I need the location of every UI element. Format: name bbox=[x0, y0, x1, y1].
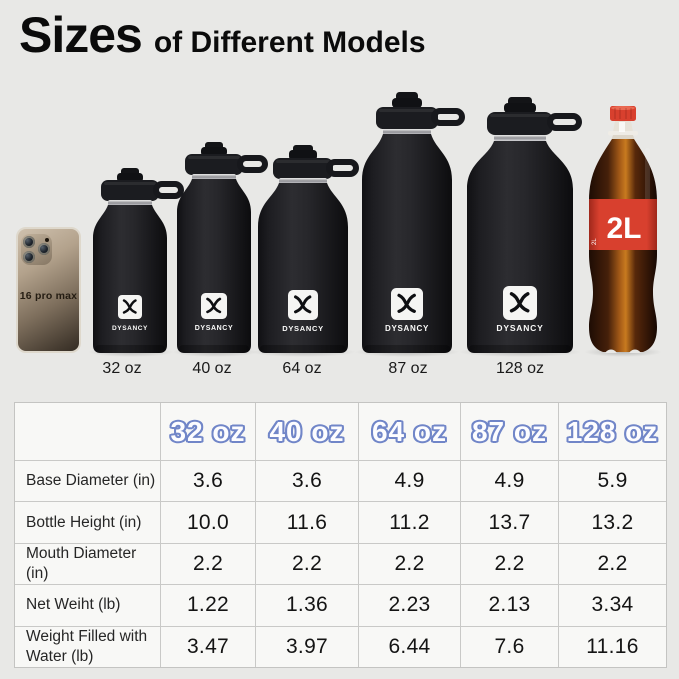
lid-handle bbox=[237, 155, 268, 173]
table-value-cell: 6.44 bbox=[359, 626, 460, 667]
table-header-cell: 32 oz bbox=[161, 403, 255, 460]
cola-volume-small-label: 2L bbox=[592, 238, 598, 245]
table-value-cell: 11.16 bbox=[559, 626, 666, 667]
row-label: Mouth Diameter (in) bbox=[15, 543, 160, 585]
row-label: Bottle Height (in) bbox=[15, 502, 160, 543]
table-value-cell: 2.2 bbox=[161, 543, 255, 585]
table-value-cell: 1.22 bbox=[161, 585, 255, 626]
table-header-label: 128 oz bbox=[566, 415, 659, 447]
brand-logo: DYSANCY bbox=[195, 293, 233, 332]
table-value-cell: 2.2 bbox=[359, 543, 460, 585]
lineup-label-128oz: 128 oz bbox=[495, 360, 545, 377]
table-value-cell: 2.2 bbox=[256, 543, 358, 585]
table-header-cell: 64 oz bbox=[359, 403, 460, 460]
lid-handle bbox=[153, 181, 184, 199]
title-small: of Different Models bbox=[153, 26, 426, 59]
camera-lens-icon bbox=[23, 236, 35, 248]
table-value-cell: 13.2 bbox=[559, 502, 666, 543]
table-header-label: 64 oz bbox=[371, 415, 448, 447]
table-value-cell: 1.36 bbox=[256, 585, 358, 626]
camera-lens-icon bbox=[38, 243, 50, 255]
brand-logo: DYSANCY bbox=[496, 286, 543, 333]
brand-mark-icon bbox=[122, 299, 137, 314]
bottle-32oz-image: DYSANCY bbox=[93, 168, 184, 353]
table-value-cell: 3.6 bbox=[256, 461, 358, 502]
table-value-cell: 3.97 bbox=[256, 626, 358, 667]
lineup-label-40oz: 40 oz bbox=[192, 360, 232, 377]
brand-mark-icon bbox=[206, 297, 222, 314]
table-header-label: 32 oz bbox=[170, 415, 246, 447]
lid-handle bbox=[326, 159, 359, 177]
table-header-label: 87 oz bbox=[471, 415, 548, 447]
table-header-cell: 87 oz bbox=[461, 403, 558, 460]
brand-logo: DYSANCY bbox=[112, 295, 148, 332]
camera-flash-icon bbox=[45, 238, 49, 242]
bottle-64oz-image: DYSANCY bbox=[258, 145, 359, 353]
table-header-cell: 128 oz bbox=[559, 403, 666, 460]
lid-handle bbox=[547, 113, 582, 131]
lid-handle bbox=[431, 108, 465, 126]
row-label: Weight Filled with Water (lb) bbox=[15, 626, 160, 667]
table-value-cell: 11.2 bbox=[359, 502, 460, 543]
table-value-cell: 2.2 bbox=[559, 543, 666, 585]
phone-16-pro-max: 16 pro max bbox=[16, 227, 81, 353]
phone-label: 16 pro max bbox=[19, 290, 78, 302]
lineup-label-64oz: 64 oz bbox=[282, 360, 322, 377]
table-value-cell: 3.6 bbox=[161, 461, 255, 502]
bottle-40oz-image: DYSANCY bbox=[177, 142, 268, 353]
brand-logo: DYSANCY bbox=[385, 288, 429, 333]
table-value-cell: 13.7 bbox=[461, 502, 558, 543]
title-big: Sizes bbox=[19, 7, 143, 63]
table-value-cell: 7.6 bbox=[461, 626, 558, 667]
brand-name: DYSANCY bbox=[195, 325, 233, 332]
brand-name: DYSANCY bbox=[385, 324, 429, 333]
table-value-cell: 2.2 bbox=[461, 543, 558, 585]
row-label: Base Diameter (in) bbox=[15, 461, 160, 502]
table-header-cell: 40 oz bbox=[256, 403, 358, 460]
table-value-cell: 11.6 bbox=[256, 502, 358, 543]
table-value-cell: 3.34 bbox=[559, 585, 666, 626]
table-value-cell: 5.9 bbox=[559, 461, 666, 502]
phone-camera-module bbox=[21, 234, 52, 265]
cola-label-band: 2L 2L bbox=[589, 199, 657, 250]
bottle-128oz-image: DYSANCY bbox=[467, 97, 582, 353]
brand-mark-icon bbox=[294, 295, 312, 314]
cola-volume-label: 2L bbox=[606, 212, 641, 245]
cola-bottle-2l-image: 2L 2L bbox=[589, 106, 657, 353]
table-value-cell: 3.47 bbox=[161, 626, 255, 667]
table-value-cell: 2.13 bbox=[461, 585, 558, 626]
page-title: Sizes of Different Models bbox=[19, 6, 426, 64]
table-header-label: 40 oz bbox=[269, 415, 345, 447]
table-value-cell: 4.9 bbox=[461, 461, 558, 502]
bottle-87oz-image: DYSANCY bbox=[362, 92, 465, 353]
brand-mark-icon bbox=[397, 293, 416, 313]
table-value-cell: 10.0 bbox=[161, 502, 255, 543]
table-value-cell: 2.23 bbox=[359, 585, 460, 626]
brand-mark-icon bbox=[509, 292, 530, 313]
lineup-label-87oz: 87 oz bbox=[388, 360, 428, 377]
camera-lens-icon bbox=[23, 251, 35, 263]
table-value-cell: 4.9 bbox=[359, 461, 460, 502]
spec-table: 32 oz 40 oz 64 oz 87 oz 128 oz Base Diam… bbox=[14, 402, 667, 668]
brand-logo: DYSANCY bbox=[282, 290, 324, 333]
brand-name: DYSANCY bbox=[112, 325, 148, 332]
table-corner-cell bbox=[15, 403, 160, 460]
lineup-label-32oz: 32 oz bbox=[102, 360, 142, 377]
row-label: Net Weiht (lb) bbox=[15, 585, 160, 626]
brand-name: DYSANCY bbox=[282, 324, 324, 333]
brand-name: DYSANCY bbox=[496, 323, 543, 333]
